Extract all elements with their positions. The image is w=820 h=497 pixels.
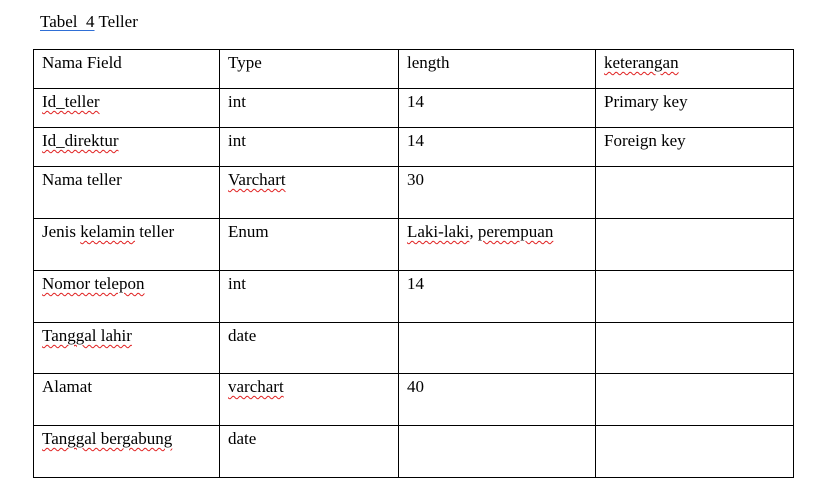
cell-length: 40 <box>398 373 596 426</box>
cell-text: Jenis <box>42 222 81 241</box>
cell-type: Enum <box>219 218 399 271</box>
cell-text: Enum <box>228 222 269 241</box>
cell-text: int <box>228 92 246 111</box>
cell-keterangan: Primary key <box>595 88 794 128</box>
table-row: Nomor telepon int 14 <box>33 270 794 323</box>
cell-type: Type <box>219 49 399 89</box>
cell-text: Primary key <box>604 92 688 111</box>
teller-table: Nama Field Type length keterangan Id_teller i… <box>33 49 794 478</box>
spellcheck-text: Nomor telepon <box>42 274 145 293</box>
cell-text: 14 <box>407 92 424 111</box>
cell-nama-field: Nama Field <box>33 49 220 89</box>
cell-text: length <box>407 53 450 72</box>
cell-text: int <box>228 274 246 293</box>
cell-length: 14 <box>398 88 596 128</box>
table-caption: Tabel 4 Teller <box>40 12 138 32</box>
cell-keterangan <box>595 218 794 271</box>
cell-nama-field: Nomor telepon <box>33 270 220 323</box>
cell-keterangan <box>595 166 794 219</box>
table-row: Id_direktur int 14 Foreign key <box>33 127 794 167</box>
cell-type: date <box>219 322 399 374</box>
cell-text: Nama teller <box>42 170 122 189</box>
cell-text: int <box>228 131 246 150</box>
cell-nama-field: Id_teller <box>33 88 220 128</box>
header-row: Nama Field Type length keterangan <box>33 49 794 89</box>
cell-length <box>398 425 596 478</box>
cell-text: teller <box>135 222 175 241</box>
cell-keterangan: Foreign key <box>595 127 794 167</box>
cell-keterangan <box>595 322 794 374</box>
caption-label: Tabel 4 <box>40 12 95 31</box>
table-row: Id_teller int 14 Primary key <box>33 88 794 128</box>
cell-length <box>398 322 596 374</box>
cell-text: date <box>228 429 257 448</box>
caption-name: Teller <box>94 12 138 31</box>
spellcheck-text: Id_teller <box>42 92 100 111</box>
table-row: Alamat varchart 40 <box>33 373 794 426</box>
spellcheck-text: Varchart <box>228 170 286 189</box>
cell-length: Laki-laki, perempuan <box>398 218 596 271</box>
cell-text: 14 <box>407 131 424 150</box>
cell-length: 14 <box>398 127 596 167</box>
cell-keterangan <box>595 270 794 323</box>
table-row: Jenis kelamin teller Enum Laki-laki, perem… <box>33 218 794 271</box>
cell-type: date <box>219 425 399 478</box>
cell-text: 14 <box>407 274 424 293</box>
cell-nama-field: Alamat <box>33 373 220 426</box>
cell-text: Alamat <box>42 377 93 396</box>
cell-text: 30 <box>407 170 424 189</box>
table-row: Tanggal bergabung date <box>33 425 794 478</box>
cell-nama-field: Id_direktur <box>33 127 220 167</box>
cell-text: 40 <box>407 377 424 396</box>
table-row: Tanggal lahir date <box>33 322 794 374</box>
spellcheck-text: keterangan <box>604 53 679 72</box>
cell-type: Varchart <box>219 166 399 219</box>
cell-nama-field: Tanggal lahir <box>33 322 220 374</box>
cell-type: int <box>219 127 399 167</box>
cell-keterangan: keterangan <box>595 49 794 89</box>
cell-text: Nama Field <box>42 53 122 72</box>
cell-length: 30 <box>398 166 596 219</box>
spellcheck-text: Tanggal lahir <box>42 326 132 345</box>
cell-type: int <box>219 88 399 128</box>
cell-text: Type <box>228 53 262 72</box>
cell-text: , <box>469 222 478 241</box>
spellcheck-text: varchart <box>228 377 284 396</box>
cell-keterangan <box>595 425 794 478</box>
cell-nama-field: Nama teller <box>33 166 220 219</box>
cell-type: int <box>219 270 399 323</box>
cell-nama-field: Tanggal bergabung <box>33 425 220 478</box>
spellcheck-text: Tanggal bergabung <box>42 429 173 448</box>
cell-text: date <box>228 326 257 345</box>
spellcheck-text: kelamin <box>80 222 136 241</box>
cell-keterangan <box>595 373 794 426</box>
cell-type: varchart <box>219 373 399 426</box>
spellcheck-text: perempuan <box>477 222 554 241</box>
spellcheck-text: Id_direktur <box>42 131 119 150</box>
cell-text: Foreign key <box>604 131 686 150</box>
cell-nama-field: Jenis kelamin teller <box>33 218 220 271</box>
table-row: Nama teller Varchart 30 <box>33 166 794 219</box>
cell-length: length <box>398 49 596 89</box>
spellcheck-text: Laki-laki <box>407 222 470 241</box>
cell-length: 14 <box>398 270 596 323</box>
